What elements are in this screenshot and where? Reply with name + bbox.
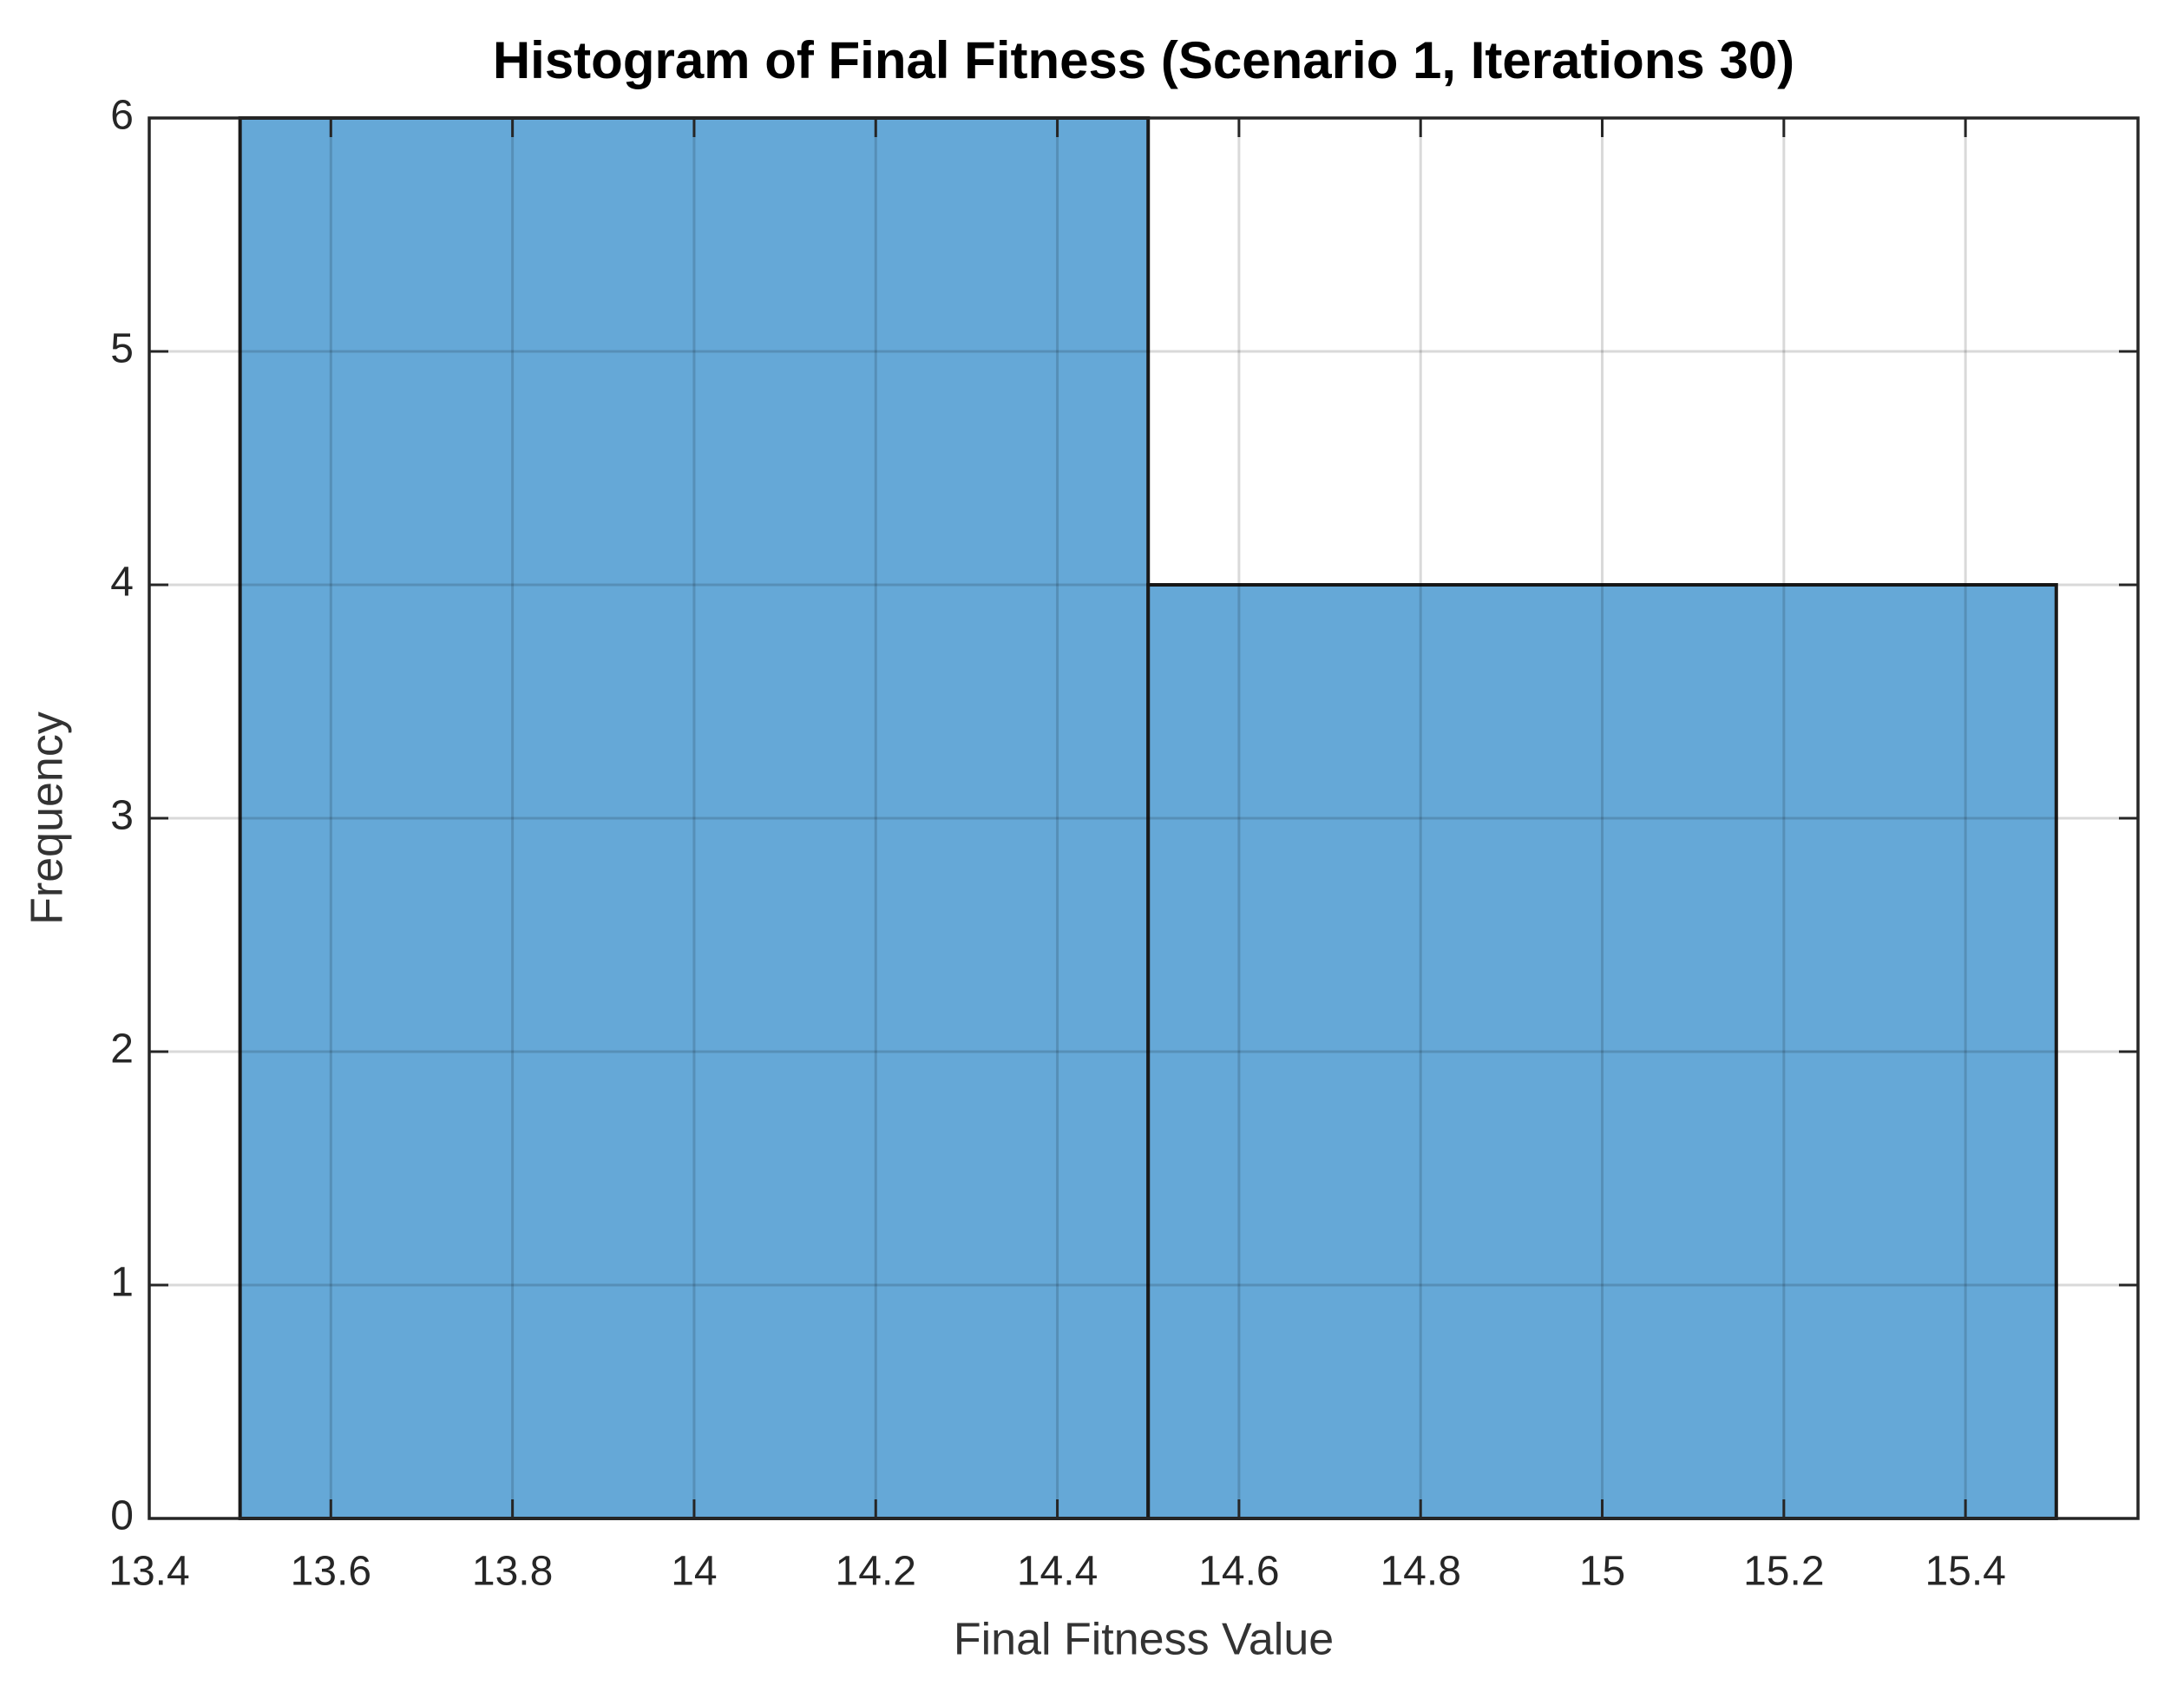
x-tick-label: 14.2 — [836, 1549, 916, 1595]
x-tick-label: 13.8 — [472, 1549, 553, 1595]
y-tick-label: 0 — [110, 1493, 134, 1539]
y-tick-label: 2 — [110, 1026, 134, 1072]
x-tick-label: 15 — [1579, 1549, 1625, 1595]
bar — [238, 116, 1151, 1520]
x-tick-label: 15.4 — [1925, 1549, 2005, 1595]
bar — [1146, 583, 2058, 1520]
x-tick-label: 13.4 — [108, 1549, 189, 1595]
y-tick-label: 4 — [110, 560, 134, 606]
y-axis-label: Frequency — [23, 712, 73, 925]
y-tick-label: 5 — [110, 326, 134, 372]
y-tick-label: 6 — [110, 93, 134, 139]
chart-title: Histogram of Final Fitness (Scenario 1, … — [493, 31, 1794, 89]
x-tick-label: 15.2 — [1743, 1549, 1824, 1595]
x-tick-label: 13.6 — [291, 1549, 371, 1595]
x-tick-label: 14.6 — [1198, 1549, 1279, 1595]
axes-box — [148, 116, 2140, 1520]
y-tick-label: 3 — [110, 793, 134, 839]
x-axis-label: Final Fitness Value — [954, 1615, 1334, 1665]
x-tick-label: 14.8 — [1380, 1549, 1460, 1595]
y-tick-label: 1 — [110, 1260, 134, 1306]
x-tick-label: 14 — [671, 1549, 717, 1595]
x-tick-label: 14.4 — [1017, 1549, 1098, 1595]
